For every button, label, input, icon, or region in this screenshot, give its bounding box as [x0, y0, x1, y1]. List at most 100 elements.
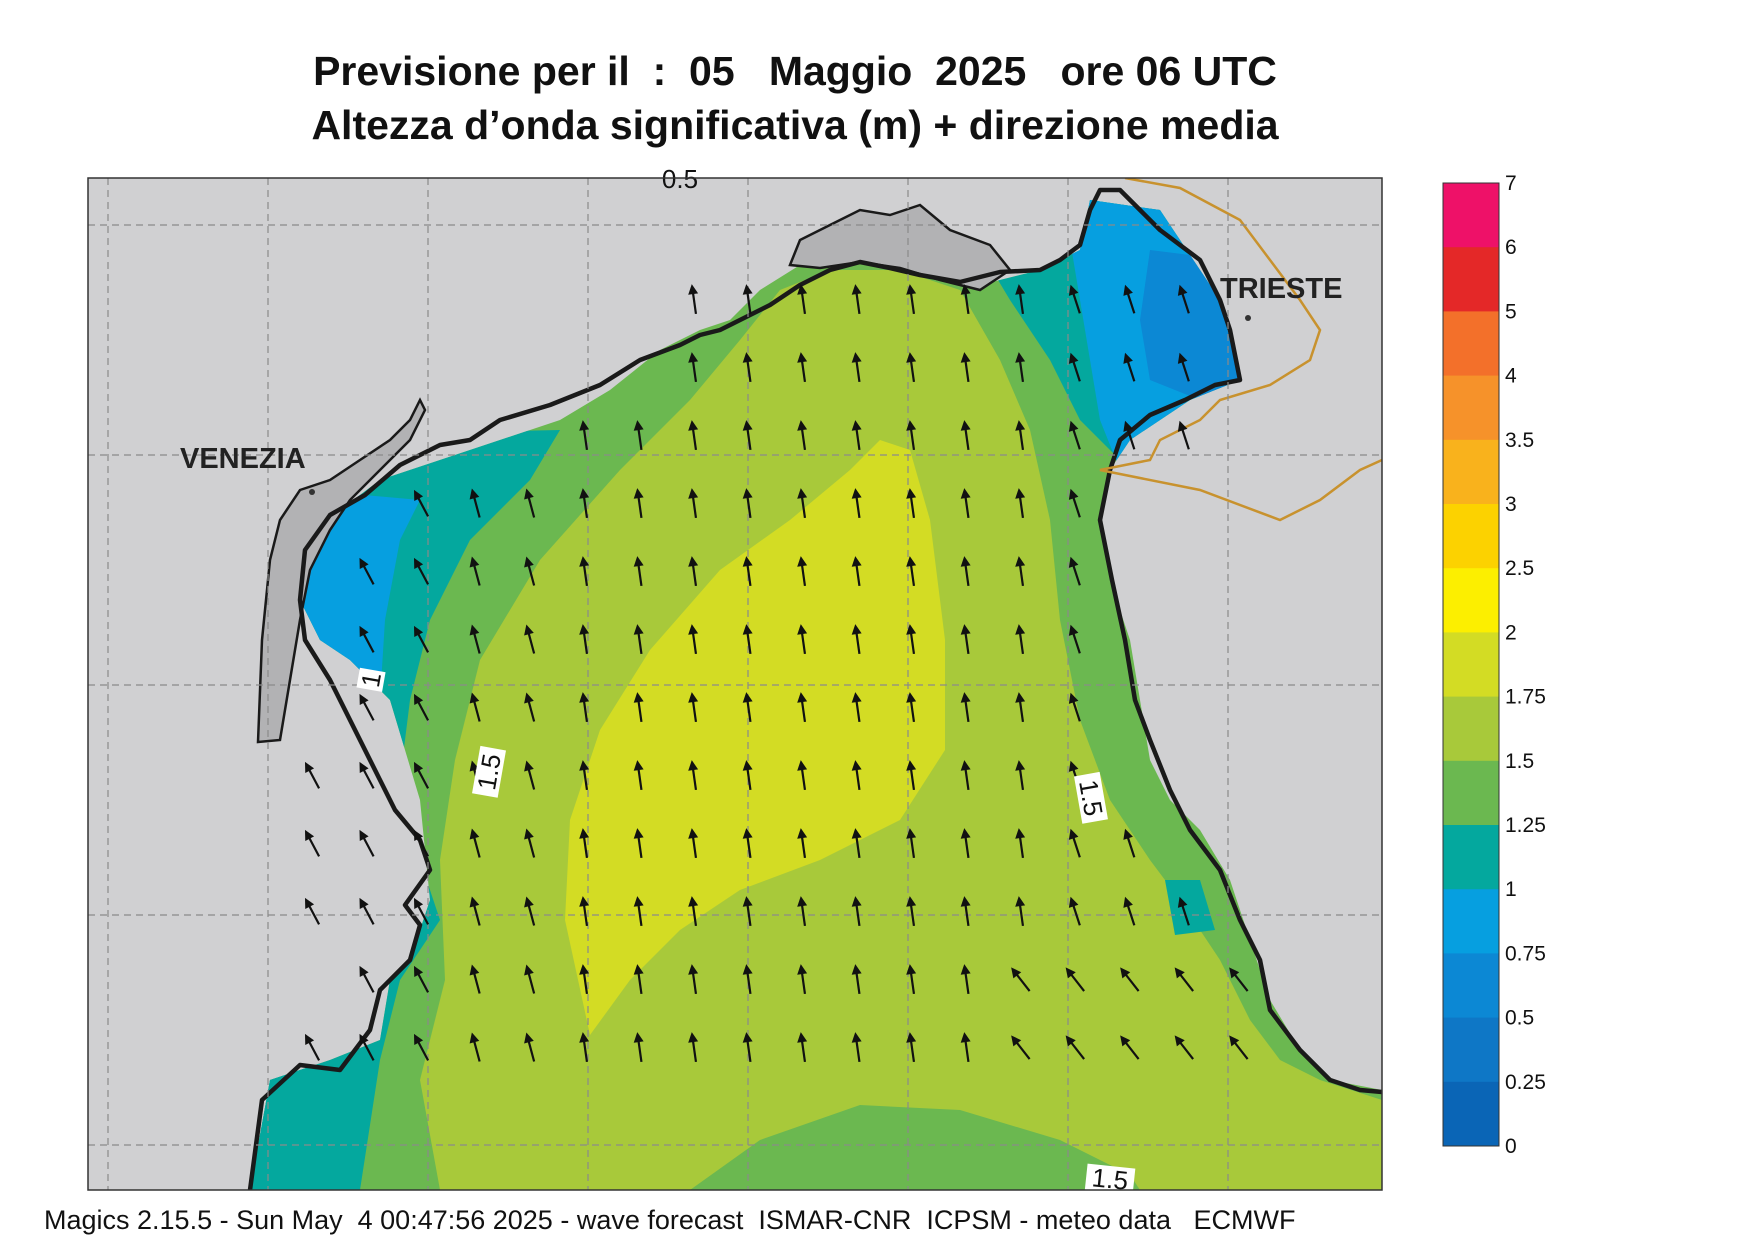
- wave-arrow-icon: [1123, 420, 1136, 450]
- wave-arrow-icon: [1068, 420, 1081, 450]
- wave-arrow-icon: [1068, 896, 1081, 926]
- wave-arrow-icon: [688, 896, 699, 927]
- colorbar-frame: [1442, 182, 1500, 1147]
- wave-arrow-icon: [742, 896, 753, 927]
- wave-arrow-icon: [906, 896, 917, 927]
- wave-arrow-icon: [413, 897, 430, 925]
- wave-arrow-icon: [1065, 967, 1085, 992]
- wave-arrow-icon: [1229, 967, 1249, 992]
- wave-arrow-icon: [960, 760, 971, 791]
- city-label-venezia: VENEZIA: [180, 443, 306, 475]
- colorbar-label: 0.25: [1505, 1071, 1546, 1094]
- wave-arrow-icon: [960, 1032, 971, 1063]
- wave-arrow-icon: [413, 557, 430, 585]
- wave-arrow-icon: [1068, 488, 1081, 518]
- contour-label-west-mid-text: 1.5: [471, 751, 507, 792]
- wave-arrow-icon: [688, 760, 699, 791]
- colorbar-segment: [1443, 1081, 1499, 1147]
- colorbar-segment: [1443, 889, 1499, 954]
- wave-arrow-icon: [304, 761, 321, 789]
- colorbar-segment: [1443, 760, 1499, 826]
- wave-arrow-icon: [579, 828, 590, 859]
- wave-arrow-icon: [579, 624, 590, 655]
- wave-arrow-icon: [1123, 896, 1136, 926]
- wave-arrow-icon: [579, 488, 590, 519]
- wave-arrow-icon: [1015, 624, 1026, 655]
- colorbar-segment: [1443, 183, 1499, 248]
- wave-arrow-icon: [1068, 692, 1081, 722]
- wave-arrow-icon: [797, 420, 808, 451]
- colorbar-label: 1: [1505, 878, 1517, 901]
- contour-label-west: 1: [355, 667, 387, 692]
- wave-arrow-icon: [688, 352, 699, 383]
- wave-arrow-icon: [633, 1032, 644, 1063]
- wave-arrow-icon: [742, 964, 753, 995]
- wave-arrow-icon: [1015, 828, 1026, 859]
- colorbar-label: 4: [1505, 365, 1517, 388]
- wave-arrow-icon: [469, 1032, 481, 1062]
- wave-arrow-icon: [906, 1032, 917, 1063]
- colorbar-segment: [1443, 247, 1499, 312]
- wave-arrow-icon: [633, 964, 644, 995]
- colorbar-label: 3.5: [1505, 429, 1534, 452]
- city-label-trieste: TRIESTE: [1220, 273, 1342, 305]
- colorbar-label: 1.25: [1505, 814, 1546, 837]
- wave-arrow-icon: [633, 692, 644, 723]
- wave-arrow-icon: [1068, 352, 1081, 382]
- wave-arrow-icon: [524, 828, 536, 858]
- wave-arrow-icon: [906, 556, 917, 587]
- wave-arrow-icon: [1015, 896, 1026, 927]
- wave-arrow-icon: [851, 896, 862, 927]
- wave-arrow-icon: [742, 284, 753, 315]
- wave-arrow-icon: [359, 557, 375, 585]
- wave-arrow-icon: [797, 964, 808, 995]
- wave-arrow-icon: [1015, 760, 1026, 791]
- wave-arrow-icon: [1015, 556, 1026, 587]
- wave-arrow-icon: [1177, 284, 1190, 314]
- wave-arrow-icon: [359, 897, 375, 925]
- wave-arrow-icon: [960, 488, 971, 519]
- wave-arrow-icon: [579, 1032, 590, 1063]
- colorbar-label: 2: [1505, 621, 1517, 644]
- colorbar-segment: [1443, 696, 1499, 762]
- wave-arrow-icon: [304, 897, 321, 925]
- wave-direction-arrows: [304, 284, 1249, 1063]
- wave-arrow-icon: [797, 352, 808, 383]
- wave-arrow-icon: [469, 964, 481, 994]
- wave-arrow-icon: [797, 828, 808, 859]
- wave-arrow-icon: [413, 965, 430, 993]
- wave-arrow-icon: [688, 1032, 699, 1063]
- band-1-25-south: [690, 1105, 1140, 1190]
- wave-arrow-icon: [633, 624, 644, 655]
- wave-arrow-icon: [633, 488, 644, 519]
- wave-arrow-icon: [524, 760, 536, 790]
- wave-arrow-icon: [304, 1033, 321, 1061]
- wave-arrow-icon: [960, 352, 971, 383]
- wave-arrow-icon: [742, 624, 753, 655]
- wave-arrow-icon: [906, 624, 917, 655]
- wave-arrow-icon: [633, 896, 644, 927]
- wave-arrow-icon: [524, 556, 536, 586]
- colorbar-segment: [1443, 311, 1499, 377]
- wave-arrow-icon: [960, 692, 971, 723]
- band-1-east: [1165, 880, 1215, 935]
- wave-arrow-icon: [469, 896, 481, 926]
- contour-label-south-text: 1.5: [1091, 1162, 1130, 1196]
- wave-arrow-icon: [469, 556, 481, 586]
- wave-arrow-icon: [633, 420, 644, 451]
- colorbar-segment: [1443, 953, 1499, 1019]
- wave-arrow-icon: [797, 1032, 808, 1063]
- wave-arrow-icon: [1177, 896, 1190, 926]
- wave-arrow-icon: [906, 964, 917, 995]
- wave-arrow-icon: [1015, 488, 1026, 519]
- wave-arrow-icon: [851, 420, 862, 451]
- wave-arrow-icon: [413, 693, 430, 721]
- wave-arrow-icon: [1177, 352, 1190, 382]
- wave-arrow-icon: [851, 624, 862, 655]
- wave-arrow-icon: [906, 692, 917, 723]
- wave-arrow-icon: [413, 489, 430, 517]
- colorbar-segment: [1443, 568, 1499, 633]
- wave-arrow-icon: [579, 692, 590, 723]
- contour-label-south: 1.5: [1084, 1162, 1136, 1196]
- wave-arrow-icon: [579, 556, 590, 587]
